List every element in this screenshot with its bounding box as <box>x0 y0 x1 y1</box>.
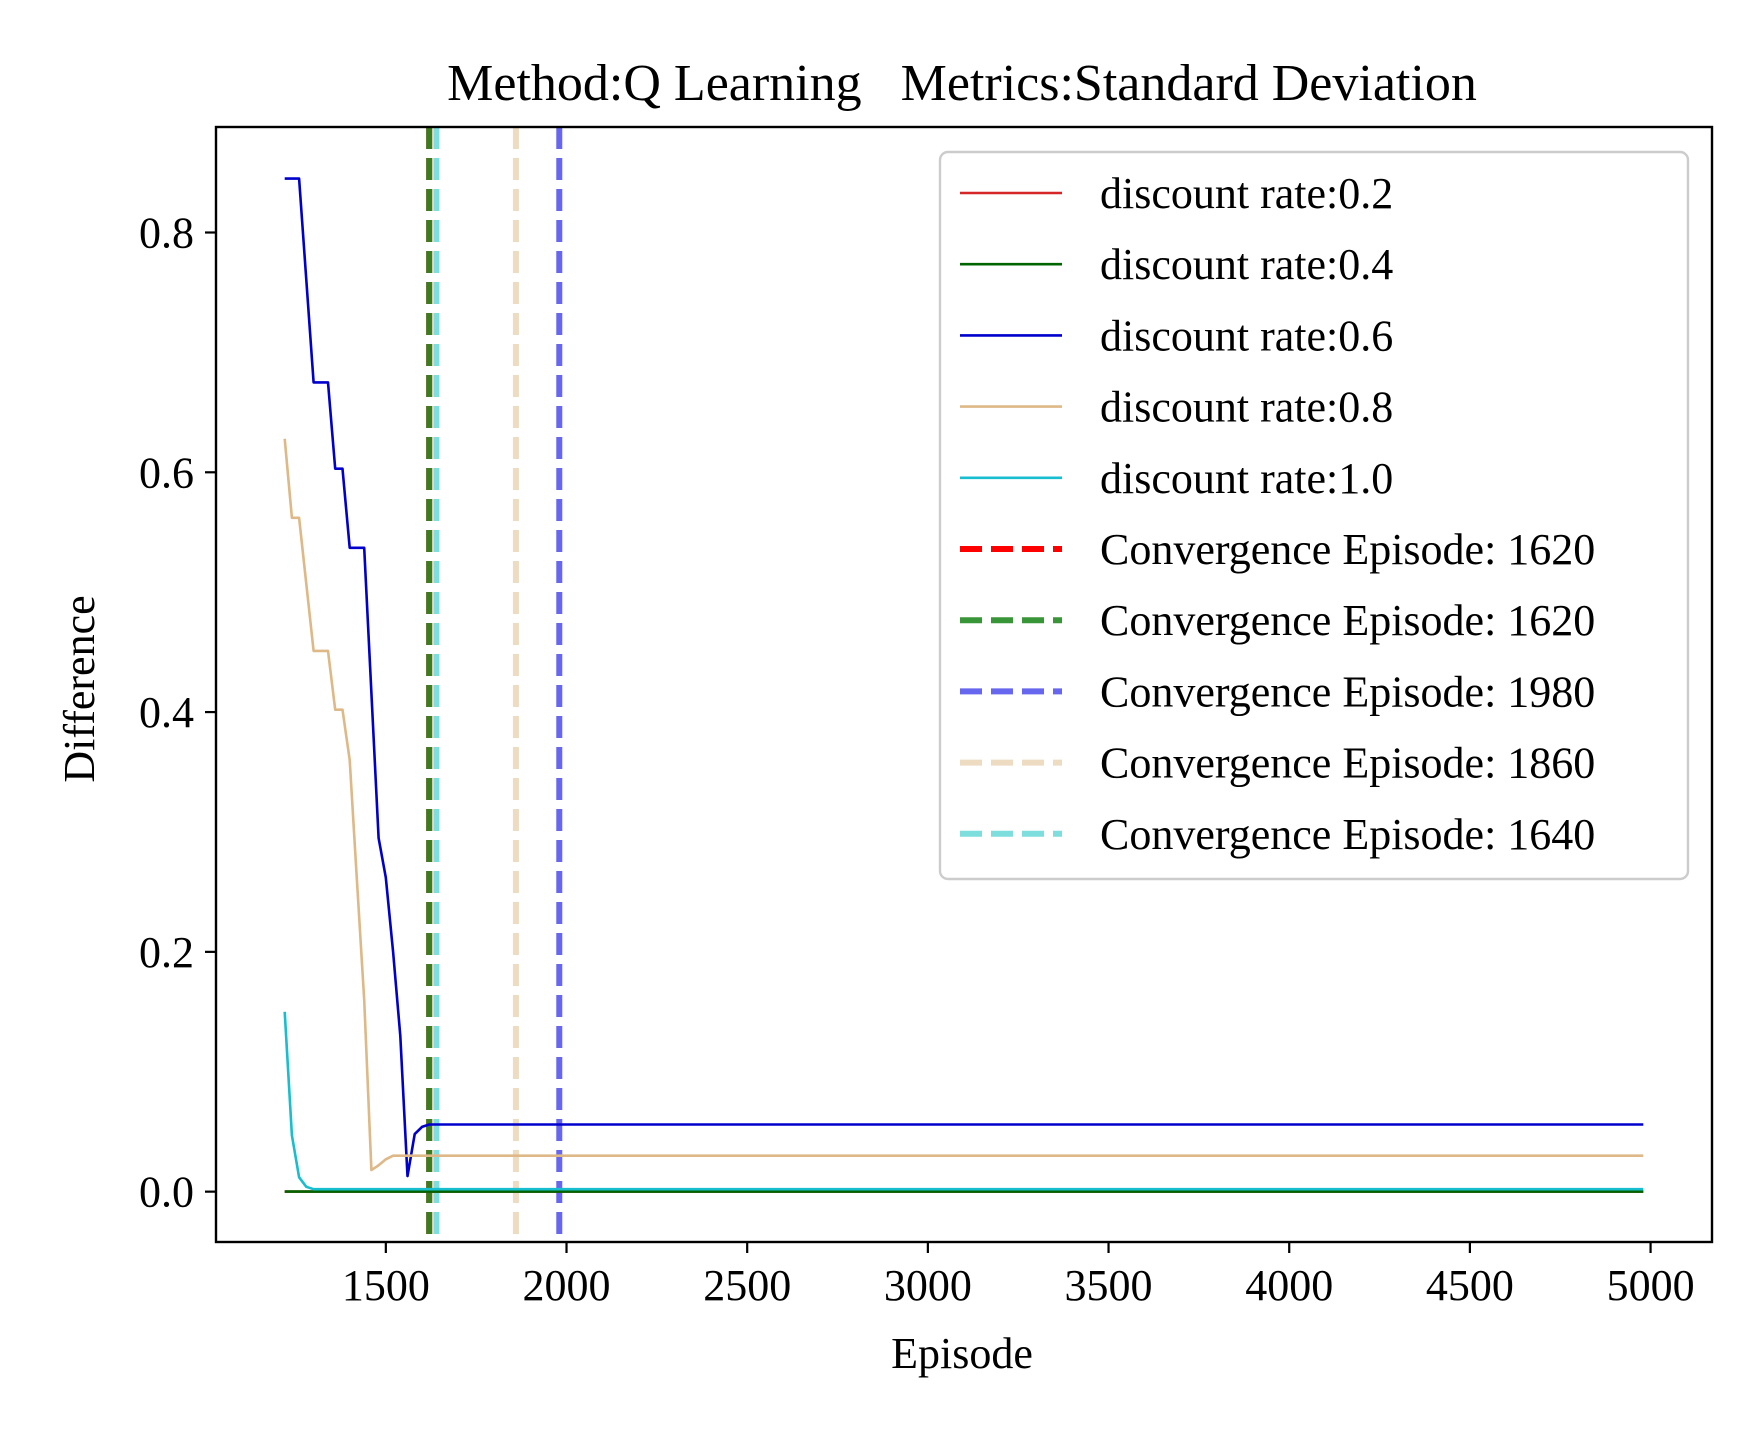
y-axis-ticks: 0.0 0.2 0.4 0.6 0.8 <box>139 209 216 1217</box>
x-tick-label: 2000 <box>523 1261 611 1310</box>
legend-box <box>938 150 1690 881</box>
x-tick-label: 5000 <box>1607 1261 1695 1310</box>
legend-label-0: discount rate:0.2 <box>1100 169 1393 218</box>
series-line-2 <box>284 177 1644 1178</box>
legend-label-8: Convergence Episode: 1860 <box>1100 739 1595 788</box>
x-tick-label: 3500 <box>1065 1261 1153 1310</box>
legend-label-9: Convergence Episode: 1640 <box>1100 810 1595 859</box>
legend-items: discount rate:0.2 discount rate:0.4 discou… <box>960 169 1595 859</box>
x-tick-label: 4500 <box>1426 1261 1514 1310</box>
y-tick-label: 0.0 <box>139 1168 194 1217</box>
legend: discount rate:0.2 discount rate:0.4 discou… <box>938 150 1690 881</box>
legend-label-2: discount rate:0.6 <box>1100 311 1393 360</box>
y-tick-label: 0.8 <box>139 209 194 258</box>
plot-frame <box>214 125 1714 1244</box>
x-axis-ticks: 1500 2000 2500 3000 3500 4000 4500 5000 <box>342 1242 1695 1310</box>
legend-label-1: discount rate:0.4 <box>1100 240 1393 289</box>
legend-label-5: Convergence Episode: 1620 <box>1100 525 1595 574</box>
x-axis-label: Episode <box>891 1329 1033 1378</box>
series-line-3 <box>283 438 1644 1172</box>
y-axis-label: Difference <box>55 595 104 782</box>
legend-label-6: Convergence Episode: 1620 <box>1100 596 1595 645</box>
y-tick-label: 0.6 <box>139 448 194 497</box>
x-tick-label: 3000 <box>884 1261 972 1310</box>
x-tick-label: 1500 <box>342 1261 430 1310</box>
y-tick-label: 0.2 <box>139 928 194 977</box>
chart-title: Method:Q Learning Metrics:Standard Devia… <box>447 55 1477 112</box>
legend-label-3: discount rate:0.8 <box>1100 383 1393 432</box>
legend-label-7: Convergence Episode: 1980 <box>1100 667 1595 716</box>
legend-label-4: discount rate:1.0 <box>1100 454 1393 503</box>
y-tick-label: 0.4 <box>139 688 194 737</box>
series-line-4 <box>283 1011 1644 1191</box>
x-tick-label: 2500 <box>703 1261 791 1310</box>
x-tick-label: 4000 <box>1245 1261 1333 1310</box>
series-lines <box>283 177 1644 1193</box>
